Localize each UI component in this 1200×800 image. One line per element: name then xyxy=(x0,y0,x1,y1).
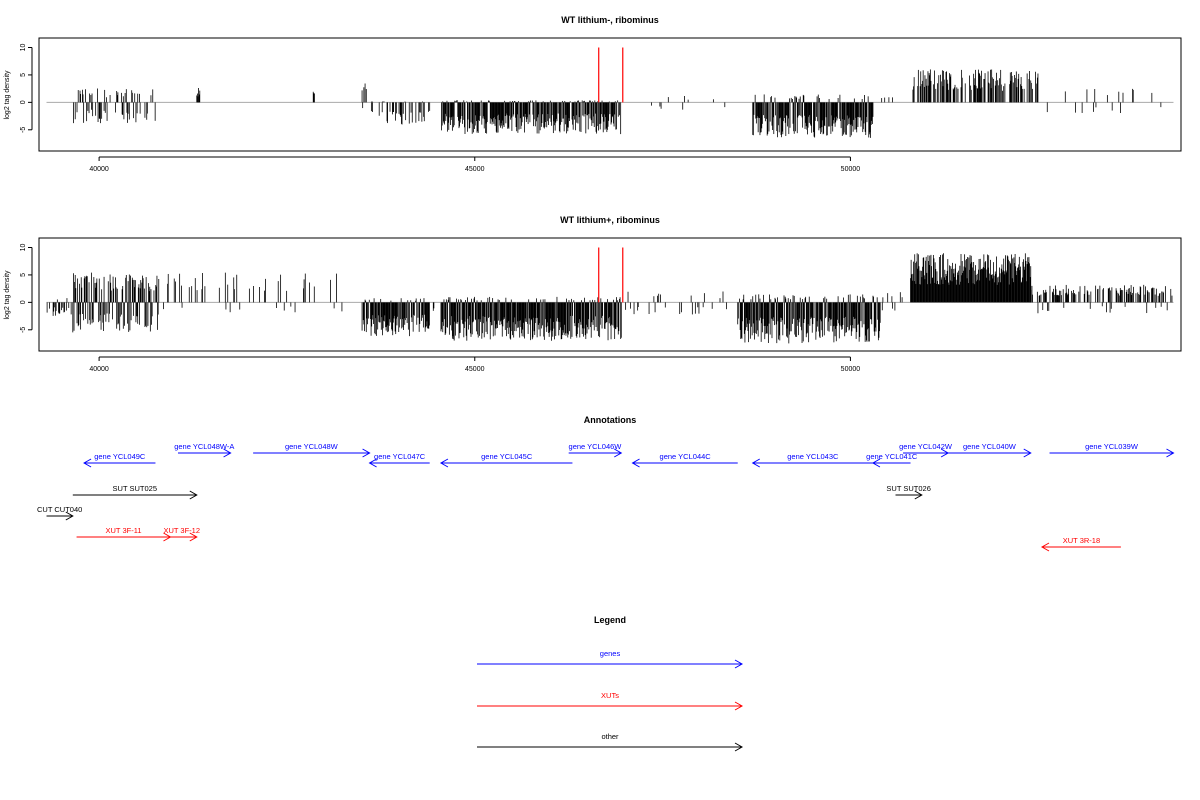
annotations-title: Annotations xyxy=(584,415,637,425)
feature-arrow-head xyxy=(1166,448,1175,458)
annotation-label: XUT 3F-11 xyxy=(106,526,142,535)
feature-arrow-head xyxy=(871,458,881,468)
feature-arrow-head xyxy=(734,701,744,711)
y-tick-label: 5 xyxy=(20,273,27,277)
legend-label: XUTs xyxy=(601,691,619,700)
x-tick-label: 50000 xyxy=(841,366,861,373)
annotation-feature: gene YCL045C xyxy=(439,452,573,468)
feature-arrow-head xyxy=(614,448,623,458)
feature-arrow-head xyxy=(1040,542,1050,552)
y-tick-label: -5 xyxy=(20,327,27,333)
feature-arrow-head xyxy=(65,511,74,521)
feature-arrow-head xyxy=(189,490,198,500)
feature-arrow-head xyxy=(751,458,760,468)
annotation-feature: CUT CUT040 xyxy=(37,505,82,521)
annotation-label: XUT 3F-12 xyxy=(163,526,200,535)
feature-arrow-head xyxy=(362,448,371,458)
annotation-feature: gene YCL049C xyxy=(83,452,156,468)
axes: -5 0 5 10 40000 45000 50000 xyxy=(20,243,860,373)
density-bars xyxy=(46,47,1174,138)
annotation-feature: gene YCL041C xyxy=(866,452,918,468)
legend-entries: genes XUTs other xyxy=(477,649,744,752)
feature-arrow-head xyxy=(368,458,377,468)
feature-arrow-head xyxy=(734,659,744,669)
y-axis-label: log2 tag density xyxy=(4,70,11,120)
legend-entry-genes: genes xyxy=(477,649,744,669)
annotation-feature: XUT 3F-12 xyxy=(163,526,200,542)
x-tick-label: 40000 xyxy=(89,166,109,173)
y-tick-label: 5 xyxy=(20,73,27,77)
x-tick-label: 45000 xyxy=(465,166,485,173)
legend: Legend genes XUTs other xyxy=(477,615,744,752)
legend-entry-xuts: XUTs xyxy=(477,691,744,711)
annotation-feature: XUT 3F-11 xyxy=(76,526,172,542)
annotation-label: SUT SUT025 xyxy=(113,484,157,493)
annotation-label: gene YCL043C xyxy=(787,452,839,461)
plot-frame xyxy=(38,237,1182,352)
annotation-feature: gene YCL040W xyxy=(948,442,1032,458)
annotation-label: gene YCL042W xyxy=(899,442,953,451)
plot-frame xyxy=(38,37,1182,152)
annotation-features: gene YCL049C gene YCL048W-A gene YCL048W ge… xyxy=(37,442,1175,552)
feature-arrow-head xyxy=(223,448,232,458)
legend-label: other xyxy=(601,732,619,741)
annotation-feature: SUT SUT025 xyxy=(72,484,198,500)
legend-label: genes xyxy=(600,649,621,658)
y-tick-label: 10 xyxy=(20,43,27,51)
annotation-label: gene YCL046W xyxy=(569,442,623,451)
annotation-label: SUT SUT026 xyxy=(886,484,930,493)
feature-arrow-head xyxy=(439,458,449,468)
feature-arrow-head xyxy=(914,490,923,500)
annotation-feature: gene YCL048W xyxy=(253,442,371,458)
axes: -5 0 5 10 40000 45000 50000 xyxy=(20,43,860,173)
panel-title: WT lithium-, ribominus xyxy=(561,15,659,25)
annotation-label: CUT CUT040 xyxy=(37,505,82,514)
feature-arrow-head xyxy=(631,458,640,468)
annotation-feature: gene YCL043C xyxy=(751,452,873,468)
annotation-label: gene YCL045C xyxy=(481,452,533,461)
plot-panel-lithium-minus: WT lithium-, ribominus log2 tag density … xyxy=(4,15,1182,173)
density-bars xyxy=(46,247,1174,344)
annotation-label: gene YCL039W xyxy=(1085,442,1139,451)
x-tick-label: 50000 xyxy=(841,166,861,173)
annotation-feature: gene YCL048W-A xyxy=(174,442,234,458)
annotation-label: gene YCL048W-A xyxy=(174,442,234,451)
plot-panel-lithium-plus: WT lithium+, ribominus log2 tag density … xyxy=(4,215,1182,373)
y-tick-label: 0 xyxy=(20,100,27,104)
feature-arrow-head xyxy=(1023,448,1032,458)
annotation-label: gene YCL040W xyxy=(963,442,1017,451)
y-tick-label: -5 xyxy=(20,127,27,133)
y-tick-label: 10 xyxy=(20,243,27,251)
annotation-label: gene YCL047C xyxy=(374,452,426,461)
y-axis-label: log2 tag density xyxy=(4,270,11,320)
legend-entry-other: other xyxy=(477,732,744,752)
annotation-feature: gene YCL047C xyxy=(368,452,430,468)
annotation-label: gene YCL041C xyxy=(866,452,918,461)
annotation-feature: gene YCL046W xyxy=(569,442,623,458)
annotation-feature: gene YCL039W xyxy=(1049,442,1175,458)
annotation-label: gene YCL048W xyxy=(285,442,339,451)
x-tick-label: 45000 xyxy=(465,366,485,373)
annotation-feature: gene YCL044C xyxy=(631,452,738,468)
panel-title: WT lithium+, ribominus xyxy=(560,215,660,225)
annotation-feature: XUT 3R-18 xyxy=(1040,536,1121,552)
annotation-label: gene YCL049C xyxy=(94,452,146,461)
x-tick-label: 40000 xyxy=(89,366,109,373)
feature-arrow-head xyxy=(189,532,198,542)
annotation-label: XUT 3R-18 xyxy=(1063,536,1100,545)
feature-arrow-head xyxy=(734,742,744,752)
annotation-feature: SUT SUT026 xyxy=(886,484,931,500)
legend-title: Legend xyxy=(594,615,626,625)
feature-arrow-head xyxy=(83,458,92,468)
y-tick-label: 0 xyxy=(20,300,27,304)
annotation-label: gene YCL044C xyxy=(660,452,712,461)
